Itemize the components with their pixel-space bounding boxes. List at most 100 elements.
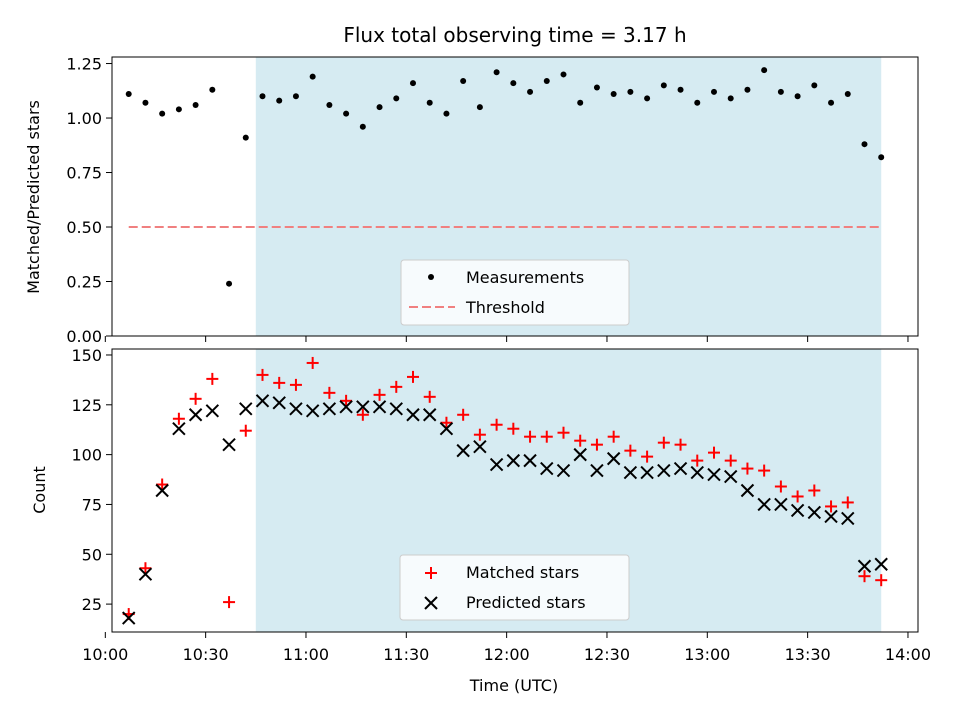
matched-star-point	[239, 424, 252, 437]
matched-star-point	[340, 394, 353, 407]
predicted-star-point	[807, 505, 822, 520]
top-ytick-label: 1.25	[66, 55, 102, 74]
chart-title: Flux total observing time = 3.17 h	[343, 23, 686, 47]
measurement-point	[443, 110, 450, 117]
top-ytick-label: 0.25	[66, 273, 102, 292]
measurement-point	[828, 99, 835, 106]
bottom-panel: 25 50 75 100 125 150 10:00 10:30 11:00 11:30 12:0…	[30, 346, 931, 695]
measurement-point	[510, 80, 517, 87]
predicted-star-point	[122, 611, 136, 625]
measurement-point	[761, 67, 768, 74]
matched-star-point	[657, 436, 670, 449]
measurement-point	[677, 86, 684, 93]
predicted-star-point	[155, 483, 169, 498]
bottom-xtick-label: 12:00	[484, 645, 530, 664]
measurement-point	[694, 99, 701, 106]
matched-star-point	[507, 422, 520, 435]
top-ytick-label: 0.00	[66, 327, 102, 346]
matched-star-point	[524, 430, 537, 443]
measurement-point	[777, 88, 784, 95]
top-measurement-points	[125, 67, 885, 287]
predicted-star-point	[489, 457, 504, 472]
measurement-point	[326, 101, 333, 108]
measurement-point	[142, 99, 149, 106]
predicted-star-point	[506, 453, 521, 468]
bottom-legend-entry-predicted: Predicted stars	[466, 593, 586, 612]
matched-star-point	[758, 464, 771, 477]
measurement-point	[226, 280, 233, 287]
top-ytick-label: 1.00	[66, 109, 102, 128]
bottom-xtick-label: 10:30	[183, 645, 229, 664]
predicted-star-point	[790, 503, 805, 518]
matched-star-point	[825, 500, 838, 513]
bottom-xtick-label: 14:00	[885, 645, 931, 664]
matched-star-point	[691, 454, 704, 467]
measurement-point	[493, 69, 500, 76]
matched-star-point	[457, 408, 470, 421]
predicted-star-point	[473, 439, 487, 454]
matched-star-point	[390, 380, 403, 393]
measurement-point	[192, 101, 199, 108]
bottom-x-axis-label: Time (UTC)	[469, 676, 558, 695]
bottom-ytick-label: 100	[71, 446, 102, 465]
matched-star-point	[841, 496, 854, 509]
measurement-point	[460, 77, 467, 84]
bottom-x-ticks: 10:00 10:30 11:00 11:30 12:00 12:30 13:00 13:30…	[82, 632, 931, 664]
measurement-point	[376, 104, 383, 111]
bottom-count-points	[122, 356, 888, 625]
measurement-point	[861, 141, 868, 148]
top-ytick-label: 0.75	[66, 164, 102, 183]
predicted-star-point	[289, 402, 303, 416]
top-legend-entry-measurements: Measurements	[466, 268, 584, 287]
predicted-star-point	[423, 408, 437, 422]
predicted-star-point	[874, 557, 888, 571]
matched-star-point	[808, 484, 821, 497]
matched-star-point	[273, 376, 286, 389]
top-x-ticks	[104, 336, 909, 342]
predicted-star-point	[523, 453, 537, 468]
predicted-star-point	[606, 451, 621, 466]
top-ytick-label: 0.50	[66, 218, 102, 237]
predicted-star-point	[356, 400, 370, 414]
predicted-star-point	[439, 422, 454, 436]
predicted-star-point	[389, 402, 403, 416]
measurement-point	[426, 99, 433, 106]
measurement-point	[476, 104, 483, 111]
measurement-point	[560, 71, 567, 78]
matched-star-point	[774, 480, 787, 493]
bottom-y-axis-label: Count	[30, 466, 49, 514]
matched-star-point	[574, 434, 587, 447]
bottom-xtick-label: 13:00	[684, 645, 730, 664]
matched-star-point	[156, 478, 169, 491]
predicted-star-point	[305, 404, 320, 418]
measurement-point	[159, 110, 166, 117]
top-axes-frame	[111, 56, 919, 337]
predicted-star-point	[138, 567, 153, 581]
measurement-point	[727, 95, 734, 102]
matched-star-point	[406, 370, 419, 383]
matched-star-point	[440, 416, 453, 429]
matched-star-point	[858, 570, 871, 583]
top-legend: Measurements Threshold	[400, 259, 630, 326]
measurements-legend-marker	[428, 274, 434, 280]
predicted-legend-marker	[424, 596, 438, 610]
predicted-star-point	[540, 461, 554, 476]
predicted-star-point	[172, 422, 186, 436]
predicted-star-point	[272, 396, 286, 410]
measurement-point	[209, 86, 216, 93]
matched-star-point	[223, 596, 236, 609]
predicted-star-point	[222, 437, 236, 452]
matched-star-point	[674, 438, 687, 451]
predicted-star-point	[372, 400, 387, 414]
measurement-point	[710, 88, 717, 95]
predicted-star-point	[640, 465, 654, 480]
measurement-point	[393, 95, 400, 102]
matched-star-point	[490, 418, 503, 431]
matched-star-point	[206, 372, 219, 385]
measurement-point	[527, 88, 534, 95]
matched-star-point	[189, 392, 202, 405]
predicted-star-point	[841, 511, 855, 526]
predicted-star-point	[205, 404, 220, 418]
matched-star-point	[624, 444, 637, 457]
